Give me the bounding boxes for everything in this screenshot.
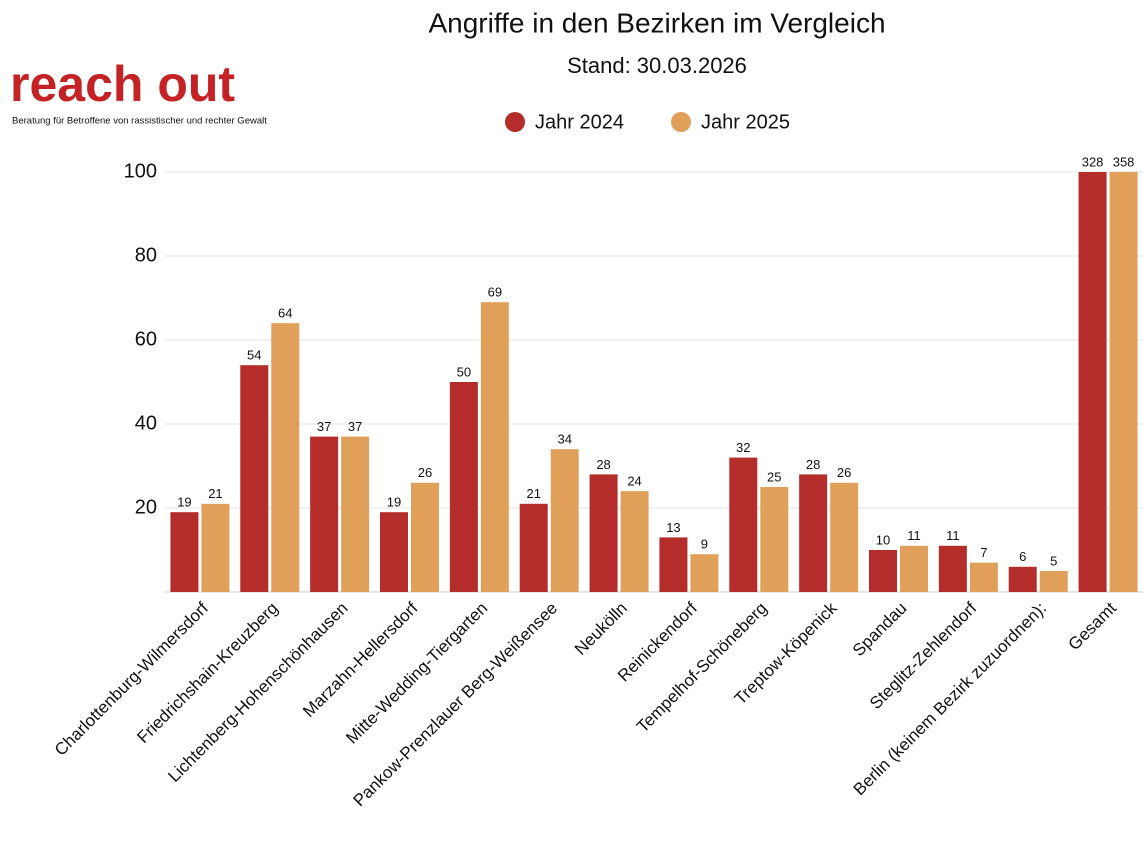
bar [519,503,548,592]
data-label: 13 [666,520,680,535]
data-label: 50 [457,364,471,379]
bar [411,482,439,592]
bar [900,545,928,592]
x-tick-label: Marzahn-Hellersdorf [299,598,422,721]
bar [938,545,967,592]
bar [729,457,758,592]
data-label: 37 [317,419,331,434]
data-label: 19 [387,495,401,510]
y-tick-label: 40 [135,412,157,434]
data-label: 19 [177,495,191,510]
legend-label: Jahr 2025 [701,111,790,133]
data-label: 54 [247,348,261,363]
data-label: 64 [278,306,292,321]
bar [271,323,300,592]
logo-name: reach out [10,56,235,112]
x-tick-label: Tempelhof-Schöneberg [633,599,771,737]
bar [449,382,478,592]
data-label: 7 [980,545,987,560]
y-tick-label: 60 [135,328,157,350]
bar [589,474,618,592]
x-tick-label: Neukölln [571,599,631,659]
legend-swatch [671,112,691,132]
data-label: 5 [1050,553,1057,568]
data-label: 34 [557,432,571,447]
bar [380,512,408,592]
bar [341,436,370,592]
data-label: 26 [837,465,851,480]
data-label: 69 [488,285,502,300]
legend-label: Jahr 2024 [535,111,624,133]
plot-area [170,172,1138,592]
data-label: 21 [526,486,540,501]
data-label: 9 [701,537,708,552]
bar [170,512,199,592]
bar [799,474,828,592]
chart-title: Angriffe in den Bezirken im Vergleich [428,7,885,38]
logo-tagline: Beratung für Betroffene von rassistische… [12,116,267,127]
bar [690,554,719,592]
bar [659,537,688,592]
bar [869,550,897,592]
y-tick-label: 80 [135,244,157,266]
bar [620,491,649,592]
bar [1039,571,1068,592]
bar [201,503,230,592]
data-label: 26 [418,465,432,480]
data-label: 10 [876,532,890,547]
x-tick-label: Friedrichshain-Kreuzberg [133,599,281,747]
data-label: 28 [596,457,610,472]
data-label: 25 [767,469,781,484]
data-label: 11 [946,528,960,543]
x-tick-label: Gesamt [1065,598,1121,654]
x-tick-label: Spandau [849,599,911,661]
data-label: 6 [1019,549,1026,564]
legend-swatch [505,112,525,132]
bar [240,365,269,592]
bar [969,562,998,592]
bar [550,449,579,592]
data-label: 11 [907,528,921,543]
data-label: 32 [736,440,750,455]
data-label: 24 [627,474,641,489]
bar [480,302,509,592]
data-label: 37 [348,419,362,434]
bar [830,482,859,592]
bar [1109,172,1138,592]
data-label: 358 [1113,154,1135,169]
bar [1008,566,1037,592]
bar [310,436,339,592]
y-tick-label: 100 [124,160,157,182]
y-tick-label: 20 [135,496,157,518]
data-label: 21 [208,486,222,501]
chart-subtitle: Stand: 30.03.2026 [567,53,747,78]
x-tick-label: Mitte-Wedding-Tiergarten [342,599,491,748]
data-label: 28 [806,457,820,472]
data-label: 328 [1082,154,1104,169]
bar [760,487,789,592]
bar [1078,172,1107,592]
